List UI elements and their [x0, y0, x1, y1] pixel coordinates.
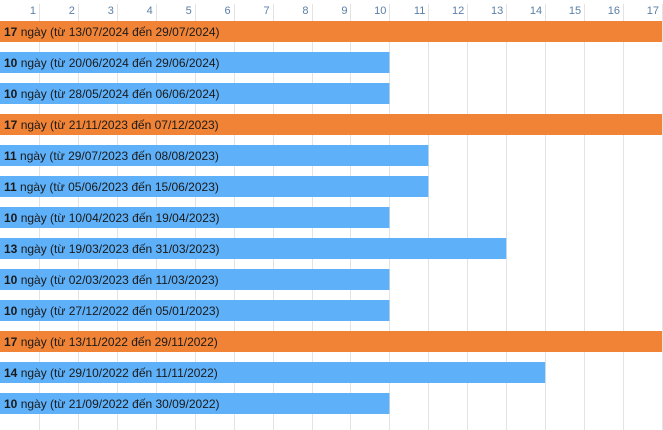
- bar-label-range: ngày (từ 13/11/2022 đến 29/11/2022): [17, 335, 217, 349]
- bar-label-days: 10: [4, 56, 18, 70]
- x-tick-label: 16: [608, 5, 620, 17]
- bar-label-days: 17: [4, 25, 18, 39]
- bar-label-days: 10: [4, 87, 18, 101]
- x-tick-label: 10: [374, 5, 386, 17]
- bar-label-range: ngày (từ 28/05/2024 đến 06/06/2024): [17, 87, 219, 101]
- bar: [0, 238, 507, 259]
- bar-label-range: ngày (từ 29/07/2023 đến 08/08/2023): [17, 149, 219, 163]
- bar: [0, 393, 390, 414]
- bar: [0, 176, 429, 197]
- bar: [0, 52, 390, 73]
- bar-label-range: ngày (từ 20/06/2024 đến 29/06/2024): [17, 56, 219, 70]
- bar: [0, 362, 546, 383]
- bar: [0, 83, 390, 104]
- bar-label-days: 17: [4, 335, 18, 349]
- bar-label: 17 ngày (từ 13/11/2022 đến 29/11/2022): [4, 335, 218, 349]
- bar-label: 17 ngày (từ 13/07/2024 đến 29/07/2024): [4, 25, 220, 39]
- bar: [0, 300, 390, 321]
- bar-label-range: ngày (từ 13/07/2024 đến 29/07/2024): [17, 25, 219, 39]
- bar-label-days: 11: [4, 180, 17, 194]
- bar-label-days: 10: [4, 273, 18, 287]
- bar-label: 10 ngày (từ 02/03/2023 đến 11/03/2023): [4, 273, 219, 287]
- x-tick-label: 8: [302, 5, 308, 17]
- bar-label-range: ngày (từ 02/03/2023 đến 11/03/2023): [17, 273, 218, 287]
- x-tick-label: 7: [263, 5, 269, 17]
- bar-label: 10 ngày (từ 28/05/2024 đến 06/06/2024): [4, 87, 220, 101]
- bar-label: 13 ngày (từ 19/03/2023 đến 31/03/2023): [4, 242, 220, 256]
- x-tick-label: 15: [569, 5, 581, 17]
- bar: [0, 269, 390, 290]
- bar: [0, 21, 662, 42]
- bar-label: 14 ngày (từ 29/10/2022 đến 11/11/2022): [4, 366, 218, 380]
- bar-label-days: 14: [4, 366, 18, 380]
- x-tick-label: 9: [341, 5, 347, 17]
- bar-label: 10 ngày (từ 27/12/2022 đến 05/01/2023): [4, 304, 220, 318]
- bar-label-days: 10: [4, 397, 18, 411]
- bar: [0, 145, 429, 166]
- bar-label: 10 ngày (từ 21/09/2022 đến 30/09/2022): [4, 397, 220, 411]
- x-tick-label: 2: [69, 5, 75, 17]
- bar: [0, 331, 662, 352]
- bar-label-range: ngày (từ 27/12/2022 đến 05/01/2023): [17, 304, 219, 318]
- bar-label-days: 17: [4, 118, 18, 132]
- x-tick-label: 11: [414, 5, 425, 17]
- x-tick-label: 13: [491, 5, 503, 17]
- bar-label-days: 13: [4, 242, 18, 256]
- x-tick-label: 5: [186, 5, 192, 17]
- bar-label-range: ngày (từ 10/04/2023 đến 19/04/2023): [17, 211, 219, 225]
- bar-label: 10 ngày (từ 10/04/2023 đến 19/04/2023): [4, 211, 220, 225]
- bar-label-days: 10: [4, 211, 18, 225]
- bar: [0, 207, 390, 228]
- bar-label-range: ngày (từ 29/10/2022 đến 11/11/2022): [17, 366, 217, 380]
- x-tick-label: 4: [147, 5, 153, 17]
- x-tick-label: 1: [30, 5, 36, 17]
- bar-label-days: 11: [4, 149, 17, 163]
- x-tick-label: 17: [647, 5, 659, 17]
- bar-label-range: ngày (từ 21/11/2023 đến 07/12/2023): [17, 118, 218, 132]
- x-tick-label: 3: [108, 5, 114, 17]
- bar-label-range: ngày (từ 05/06/2023 đến 15/06/2023): [17, 180, 219, 194]
- bar-label: 17 ngày (từ 21/11/2023 đến 07/12/2023): [4, 118, 219, 132]
- bar-label-range: ngày (từ 19/03/2023 đến 31/03/2023): [17, 242, 219, 256]
- bar-label-range: ngày (từ 21/09/2022 đến 30/09/2022): [17, 397, 219, 411]
- bar-label: 10 ngày (từ 20/06/2024 đến 29/06/2024): [4, 56, 220, 70]
- x-tick-label: 14: [530, 5, 542, 17]
- x-tick-label: 6: [225, 5, 231, 17]
- x-tick-label: 12: [452, 5, 464, 17]
- bar-label: 11 ngày (từ 29/07/2023 đến 08/08/2023): [4, 149, 219, 163]
- bar-label: 11 ngày (từ 05/06/2023 đến 15/06/2023): [4, 180, 219, 194]
- bar: [0, 114, 662, 135]
- bar-label-days: 10: [4, 304, 18, 318]
